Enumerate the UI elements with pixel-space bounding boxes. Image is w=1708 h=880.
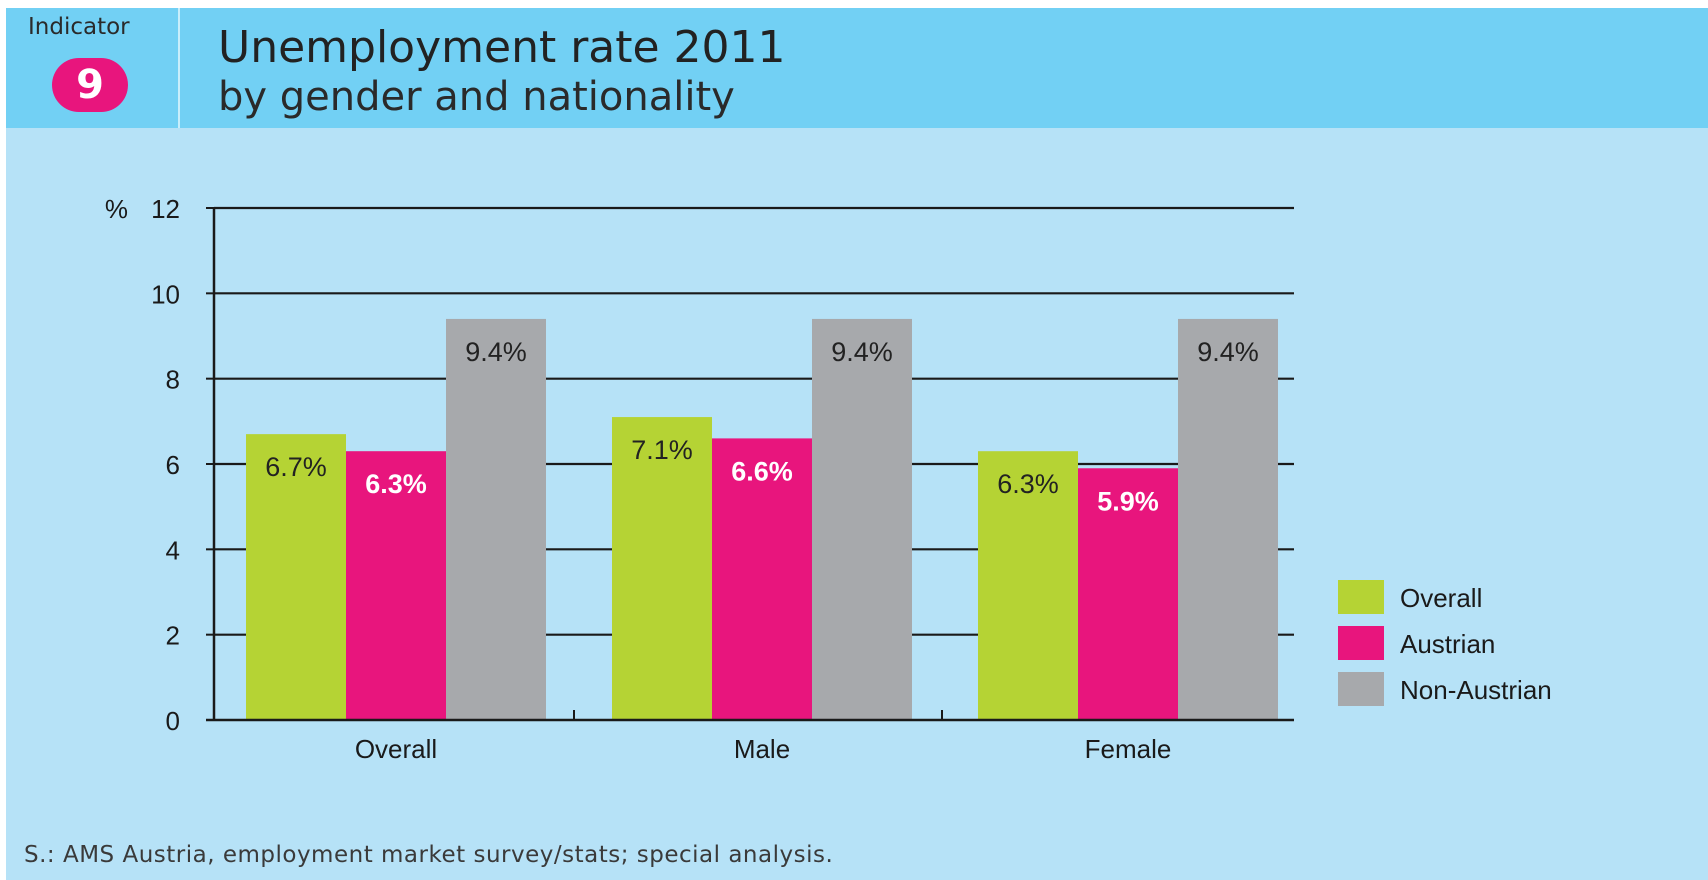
data-label: 5.9% — [1097, 486, 1159, 516]
bar-overall — [612, 417, 712, 720]
bar-non-austrian — [1178, 318, 1278, 720]
source-note: S.: AMS Austria, employment market surve… — [24, 842, 834, 868]
x-tick-label: Overall — [355, 734, 437, 764]
y-tick-label: 12 — [151, 194, 180, 224]
data-label: 6.3% — [365, 469, 427, 499]
x-tick-label: Male — [734, 734, 790, 764]
y-tick-label: 10 — [151, 279, 180, 309]
data-label: 6.3% — [997, 469, 1059, 499]
y-axis-unit: % — [105, 194, 128, 224]
data-label: 6.6% — [731, 456, 793, 486]
indicator-number-badge: 9 — [52, 58, 128, 112]
x-tick-label: Female — [1085, 734, 1172, 764]
chart-header: Indicator 9 Unemployment rate 2011 by ge… — [6, 8, 1708, 128]
bar-austrian — [1078, 468, 1178, 720]
indicator-box: Indicator 9 — [6, 8, 180, 128]
y-tick-label: 2 — [166, 621, 180, 651]
bar-non-austrian — [446, 318, 546, 720]
bar-overall — [246, 434, 346, 720]
legend-label: Non-Austrian — [1400, 675, 1552, 705]
indicator-label: Indicator — [28, 14, 130, 40]
chart-subtitle: by gender and nationality — [218, 74, 735, 120]
data-label: 9.4% — [1197, 337, 1259, 367]
bar-austrian — [346, 451, 446, 720]
y-tick-label: 4 — [166, 535, 180, 565]
legend-label: Overall — [1400, 583, 1482, 613]
legend-swatch — [1338, 580, 1384, 614]
y-tick-label: 6 — [166, 450, 180, 480]
bar-overall — [978, 451, 1078, 720]
data-label: 6.7% — [265, 452, 327, 482]
bar-non-austrian — [812, 318, 912, 720]
legend-label: Austrian — [1400, 629, 1495, 659]
data-label: 9.4% — [465, 337, 527, 367]
y-tick-label: 0 — [166, 706, 180, 736]
legend-swatch — [1338, 626, 1384, 660]
data-label: 7.1% — [631, 435, 693, 465]
data-label: 9.4% — [831, 337, 893, 367]
bar-austrian — [712, 438, 812, 720]
y-tick-label: 8 — [166, 365, 180, 395]
legend-swatch — [1338, 672, 1384, 706]
chart-title: Unemployment rate 2011 — [218, 22, 786, 73]
